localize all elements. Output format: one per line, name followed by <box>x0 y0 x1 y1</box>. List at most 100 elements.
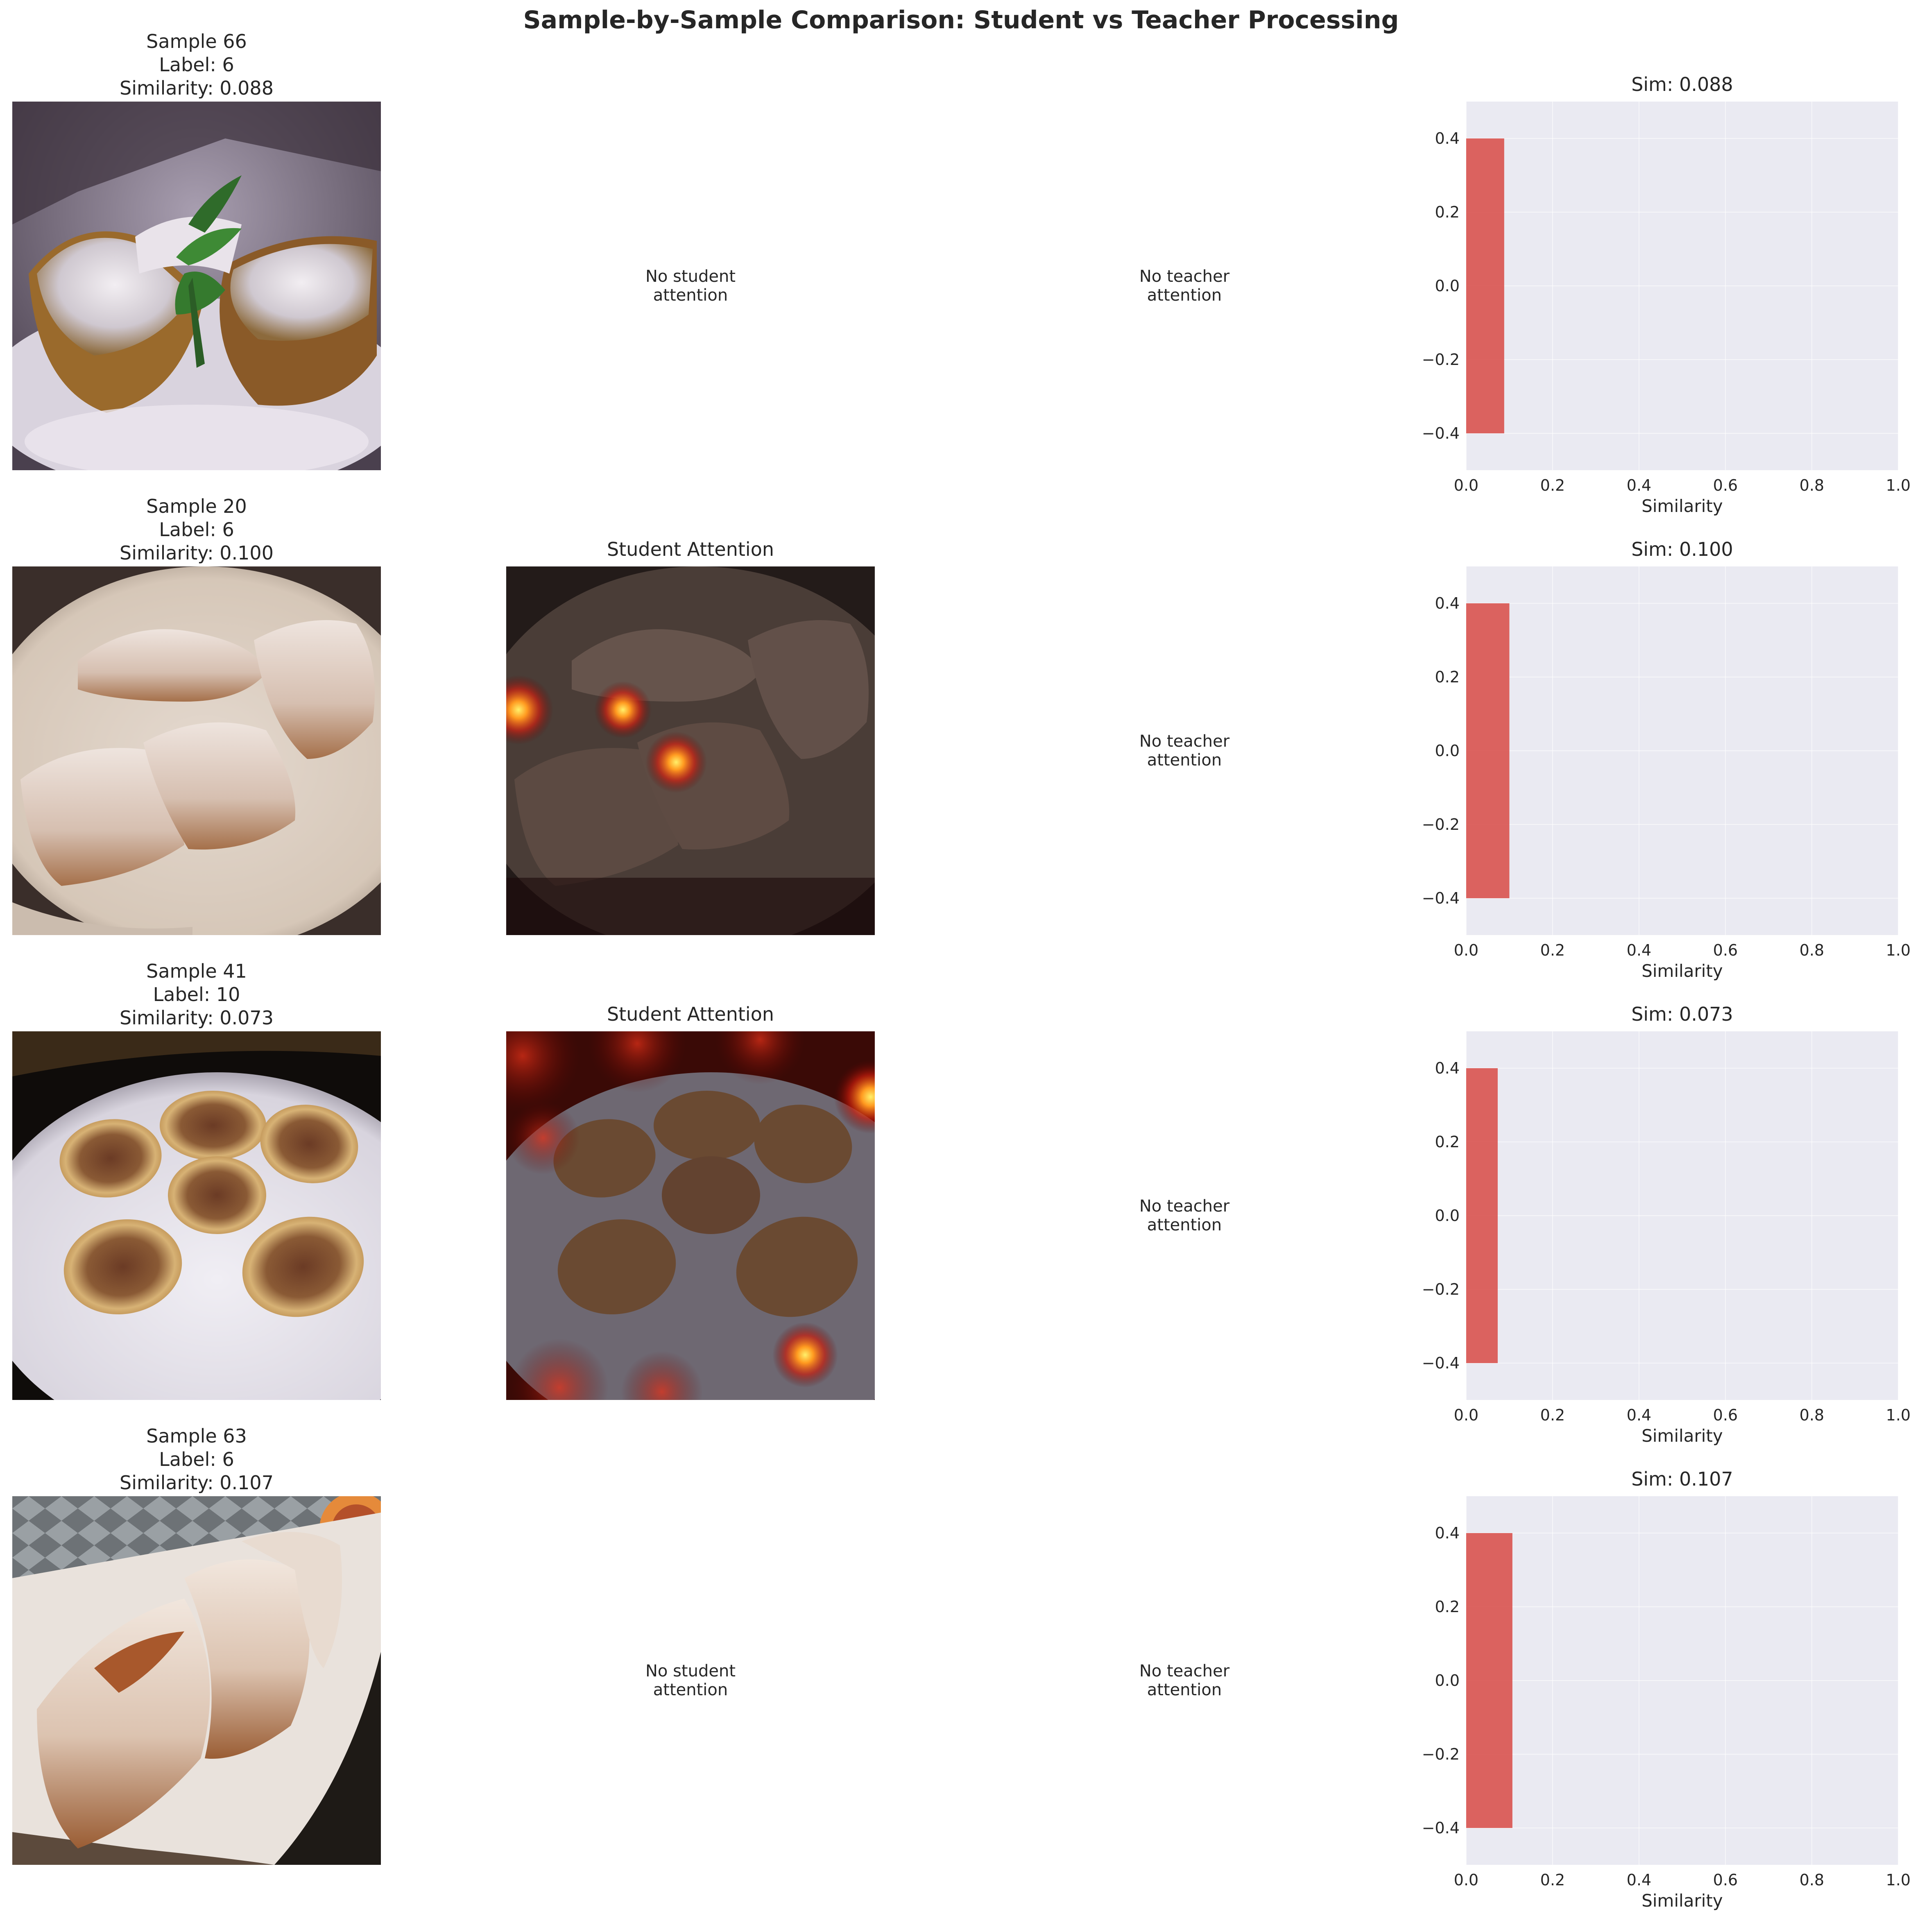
x-tick-label: 0.4 <box>1627 476 1651 494</box>
sample-image <box>12 1031 381 1400</box>
y-tick-label: 0.0 <box>1435 1207 1460 1225</box>
x-tick-label: 0.6 <box>1713 941 1738 959</box>
similarity-bar <box>1466 1533 1512 1828</box>
sample-label: Label: 6 <box>159 519 234 541</box>
no-teacher-attention: No teacher attention <box>1000 1496 1369 1865</box>
x-axis-label: Similarity <box>1641 1891 1723 1911</box>
y-tick-label: 0.4 <box>1435 129 1460 147</box>
bar-chart-svg: 0.0 0.2 0.4 0.6 0.8 1.0 0.4 0.2 0.0 −0.2 −0.4 Simil… <box>1422 1496 1911 1911</box>
student-attention-title: Student Attention <box>607 1003 774 1025</box>
sample-id: Sample 66 <box>146 30 247 52</box>
y-tick-label: −0.4 <box>1422 1819 1460 1837</box>
x-tick-label: 0.6 <box>1713 1406 1738 1424</box>
sim-chart-title: Sim: 0.088 <box>1631 73 1733 95</box>
no-teacher-attention: No teacher attention <box>1000 102 1369 470</box>
y-tick-label: 0.4 <box>1435 1059 1460 1077</box>
y-tick-label: 0.2 <box>1435 668 1460 686</box>
no-teacher-text: No teacher <box>1139 732 1230 751</box>
sample-image <box>12 1496 381 1865</box>
x-tick-label: 0.8 <box>1800 1406 1824 1424</box>
sim-chart-4: 0.0 0.2 0.4 0.6 0.8 1.0 0.4 0.2 0.0 −0.2 −0.4 Simil… <box>1422 1496 1911 1911</box>
x-tick-label: 0.2 <box>1540 476 1565 494</box>
no-student-text-2: attention <box>653 1681 728 1699</box>
bar-chart-svg: 0.0 0.2 0.4 0.6 0.8 1.0 0.4 0.2 0.0 −0.2 −0.4 Simil… <box>1422 566 1911 981</box>
y-tick-label: −0.2 <box>1422 351 1460 369</box>
sample-label: Label: 6 <box>159 1448 234 1470</box>
x-tick-label: 0.0 <box>1454 1871 1478 1889</box>
sample-image <box>12 566 381 935</box>
no-student-text-2: attention <box>653 286 728 305</box>
x-tick-label: 0.2 <box>1540 1871 1565 1889</box>
student-attention-map <box>506 1031 875 1400</box>
no-teacher-text-2: attention <box>1147 286 1222 305</box>
sample-image <box>12 102 381 470</box>
x-tick-label: 1.0 <box>1886 941 1911 959</box>
x-tick-label: 0.8 <box>1800 941 1824 959</box>
student-attention-map <box>506 566 875 935</box>
y-tick-label: −0.2 <box>1422 815 1460 834</box>
no-teacher-text-2: attention <box>1147 1681 1222 1699</box>
no-teacher-attention: No teacher attention <box>1000 566 1369 935</box>
no-student-attention: No student attention <box>506 1496 875 1865</box>
x-axis-label: Similarity <box>1641 1426 1723 1446</box>
x-tick-label: 1.0 <box>1886 476 1911 494</box>
x-tick-label: 0.4 <box>1627 941 1651 959</box>
sample-similarity: Similarity: 0.107 <box>120 1472 274 1494</box>
x-tick-label: 0.4 <box>1627 1406 1651 1424</box>
sim-chart-2: 0.0 0.2 0.4 0.6 0.8 1.0 0.4 0.2 0.0 −0.2 −0.4 Simil… <box>1422 566 1911 981</box>
no-teacher-text: No teacher <box>1139 1197 1230 1216</box>
x-tick-label: 0.6 <box>1713 476 1738 494</box>
sample-label: Label: 6 <box>159 54 234 76</box>
sample-similarity: Similarity: 0.073 <box>120 1007 274 1029</box>
y-tick-label: 0.2 <box>1435 1598 1460 1616</box>
y-tick-label: 0.0 <box>1435 277 1460 295</box>
x-tick-label: 0.0 <box>1454 476 1478 494</box>
figure-title: Sample-by-Sample Comparison: Student vs … <box>523 6 1399 34</box>
sim-chart-title: Sim: 0.100 <box>1631 538 1733 560</box>
no-teacher-text-2: attention <box>1147 1216 1222 1234</box>
similarity-bar <box>1466 603 1510 898</box>
x-tick-label: 0.6 <box>1713 1871 1738 1889</box>
x-tick-label: 0.0 <box>1454 941 1478 959</box>
x-tick-label: 0.2 <box>1540 941 1565 959</box>
no-teacher-text-2: attention <box>1147 751 1222 770</box>
x-tick-label: 1.0 <box>1886 1406 1911 1424</box>
sample-label: Label: 10 <box>153 983 240 1006</box>
x-axis-label: Similarity <box>1641 961 1723 981</box>
sample-id: Sample 41 <box>146 960 247 982</box>
y-tick-label: 0.4 <box>1435 594 1460 612</box>
x-tick-label: 0.4 <box>1627 1871 1651 1889</box>
x-tick-label: 0.8 <box>1800 1871 1824 1889</box>
x-tick-label: 0.8 <box>1800 476 1824 494</box>
similarity-bar <box>1466 1068 1498 1363</box>
y-tick-label: −0.4 <box>1422 889 1460 907</box>
y-tick-label: −0.4 <box>1422 1354 1460 1372</box>
sample-title: Sample 63 Label: 6 Similarity: 0.107 <box>12 1425 381 1495</box>
x-tick-label: 1.0 <box>1886 1871 1911 1889</box>
no-student-attention: No student attention <box>506 102 875 470</box>
x-tick-label: 0.0 <box>1454 1406 1478 1424</box>
sim-chart-1: 0.0 0.2 0.4 0.6 0.8 1.0 0.4 0.2 0.0 −0.2 −0.4 Simil… <box>1422 102 1911 516</box>
x-tick-label: 0.2 <box>1540 1406 1565 1424</box>
y-tick-label: 0.0 <box>1435 742 1460 760</box>
sim-chart-title: Sim: 0.073 <box>1631 1003 1733 1025</box>
sample-similarity: Similarity: 0.100 <box>120 542 274 564</box>
sample-title: Sample 66 Label: 6 Similarity: 0.088 <box>12 30 381 100</box>
no-teacher-text: No teacher <box>1139 267 1230 286</box>
bar-chart-svg: 0.0 0.2 0.4 0.6 0.8 1.0 0.4 0.2 0.0 −0.2 −0.4 Simil… <box>1422 102 1911 516</box>
y-tick-label: 0.2 <box>1435 1133 1460 1151</box>
sample-similarity: Similarity: 0.088 <box>120 77 274 99</box>
sim-chart-3: 0.0 0.2 0.4 0.6 0.8 1.0 0.4 0.2 0.0 −0.2 −0.4 Simil… <box>1422 1031 1911 1446</box>
sample-title: Sample 41 Label: 10 Similarity: 0.073 <box>12 960 381 1030</box>
no-teacher-text: No teacher <box>1139 1662 1230 1681</box>
sim-chart-title: Sim: 0.107 <box>1631 1468 1733 1490</box>
sample-id: Sample 20 <box>146 495 247 517</box>
no-teacher-attention: No teacher attention <box>1000 1031 1369 1400</box>
y-tick-label: −0.4 <box>1422 424 1460 442</box>
y-tick-label: 0.0 <box>1435 1672 1460 1690</box>
similarity-bar <box>1466 138 1504 433</box>
y-tick-label: 0.2 <box>1435 203 1460 221</box>
no-student-text: No student <box>645 1662 736 1681</box>
x-axis-label: Similarity <box>1641 496 1723 516</box>
bar-chart-svg: 0.0 0.2 0.4 0.6 0.8 1.0 0.4 0.2 0.0 −0.2 −0.4 Simil… <box>1422 1031 1911 1446</box>
